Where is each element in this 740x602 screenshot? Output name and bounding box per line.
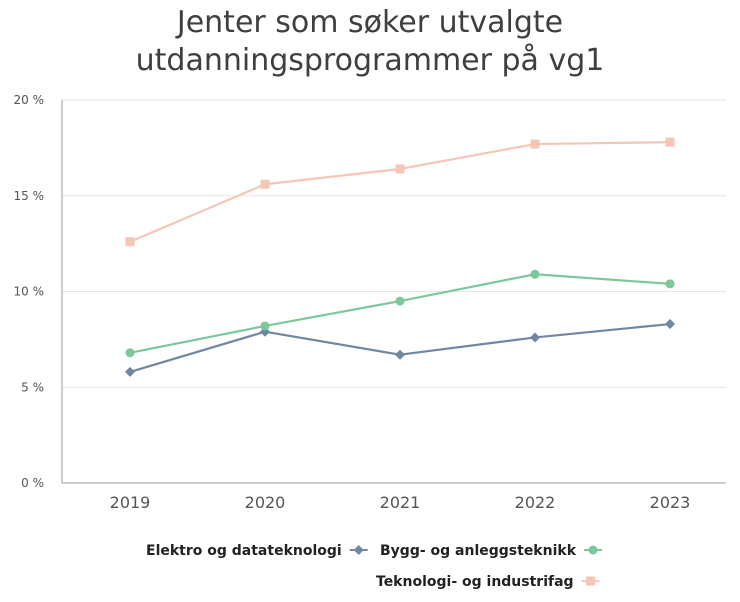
legend-marker	[588, 545, 598, 555]
series-group	[125, 137, 675, 247]
chart-title-line-1: Jenter som søker utvalgte	[176, 5, 564, 40]
data-point	[530, 269, 540, 279]
y-tick-label: 0 %	[21, 476, 44, 490]
chart-title-line-2: utdanningsprogrammer på vg1	[135, 43, 605, 78]
data-point	[125, 366, 135, 377]
data-point	[665, 279, 675, 289]
legend-marker	[353, 545, 364, 555]
data-point	[260, 321, 270, 331]
x-tick-label: 2022	[515, 493, 556, 512]
legend-item: Teknologi- og industrifag	[376, 574, 600, 590]
y-tick-label: 20 %	[14, 93, 45, 107]
chart-title: Jenter som søker utvalgte utdanningsprog…	[0, 4, 740, 80]
x-tick-label: 2019	[110, 493, 151, 512]
data-point	[665, 137, 675, 147]
legend-marker	[586, 576, 596, 586]
y-tick-label: 5 %	[21, 380, 44, 394]
y-tick-label: 10 %	[14, 285, 45, 299]
legend-label: Elektro og datateknologi	[146, 543, 342, 559]
data-point	[665, 319, 675, 330]
series-layer	[125, 137, 675, 377]
x-tick-label: 2020	[245, 493, 286, 512]
x-tick-label: 2023	[650, 493, 691, 512]
data-point	[125, 237, 135, 247]
data-point	[125, 348, 135, 358]
data-point	[530, 332, 540, 343]
axis-layer: 0 % 5 % 10 % 15 % 20 % 2019 2020 2021 2022 2023	[14, 93, 726, 512]
legend-label: Teknologi- og industrifag	[376, 574, 574, 590]
series-group	[125, 269, 675, 358]
data-point	[530, 139, 540, 149]
legend-item: Bygg- og anleggsteknikk	[380, 543, 603, 559]
grid-layer	[62, 99, 726, 388]
data-point	[395, 296, 405, 306]
legend-item: Elektro og datateknologi	[146, 543, 368, 559]
data-point	[395, 164, 405, 174]
legend: Elektro og datateknologi Bygg- og anleggs…	[146, 543, 603, 590]
series-line	[129, 141, 671, 243]
series-group	[125, 319, 675, 377]
data-point	[395, 349, 405, 360]
series-line	[129, 273, 671, 354]
legend-label: Bygg- og anleggsteknikk	[380, 543, 577, 559]
x-tick-label: 2021	[380, 493, 421, 512]
y-tick-label: 15 %	[14, 189, 45, 203]
data-point	[260, 179, 270, 189]
series-line	[129, 322, 671, 373]
